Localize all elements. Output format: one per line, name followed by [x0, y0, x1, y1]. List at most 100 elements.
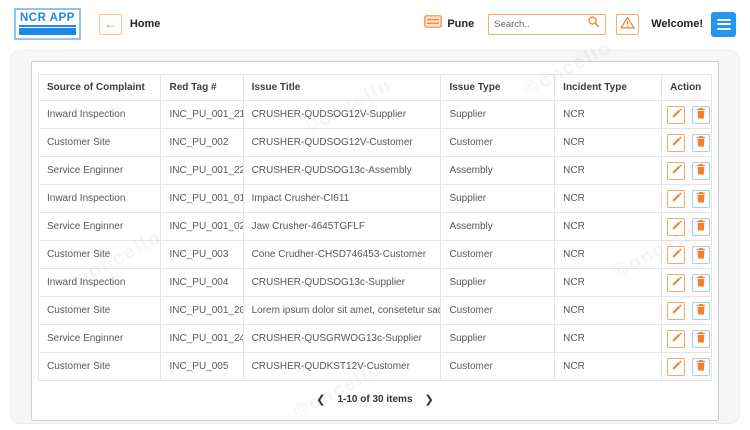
cell-issue-type: Assembly [440, 156, 556, 185]
cell-issue-type: Assembly [440, 212, 556, 241]
trash-icon [696, 191, 706, 206]
cell-issue-type: Customer [440, 128, 556, 157]
cell-red-tag: INC_PU_004 [160, 268, 244, 297]
cell-incident-type: NCR [554, 324, 663, 353]
edit-button[interactable] [667, 105, 686, 124]
table-row: Customer Site INC_PU_005 CRUSHER-QUDKST1… [37, 352, 712, 381]
cell-issue-type: Customer [440, 240, 556, 269]
edit-button[interactable] [667, 329, 686, 348]
search-icon[interactable] [587, 15, 600, 33]
cell-source: Service Enginner [37, 324, 162, 353]
warning-triangle-icon [620, 16, 635, 32]
table-row: Customer Site INC_PU_002 CRUSHER-QUDSOG1… [37, 128, 712, 157]
table-row: Inward Inspection INC_PU_001_01 Impact C… [37, 184, 712, 213]
cell-issue-title: CRUSHER-QUDSOG13c-Supplier [242, 268, 442, 297]
cell-action [661, 184, 712, 213]
delete-button[interactable] [691, 105, 710, 124]
cell-action [661, 296, 712, 325]
cell-source: Inward Inspection [37, 268, 162, 297]
delete-button[interactable] [691, 301, 710, 320]
cell-source: Customer Site [37, 352, 162, 381]
cell-issue-type: Supplier [440, 100, 556, 129]
trash-icon [696, 303, 706, 318]
alerts-button[interactable] [616, 13, 640, 35]
trash-icon [696, 275, 706, 290]
delete-button[interactable] [691, 273, 710, 292]
cell-issue-title: Impact Crusher-CI611 [242, 184, 442, 213]
cell-issue-title: CRUSHER-QUDSOG12V-Customer [242, 128, 442, 157]
delete-button[interactable] [691, 133, 710, 152]
cell-incident-type: NCR [554, 128, 663, 157]
delete-button[interactable] [691, 245, 710, 264]
delete-button[interactable] [691, 329, 710, 348]
edit-button[interactable] [667, 357, 686, 376]
cell-red-tag: INC_PU_001_24 [160, 324, 244, 353]
welcome-label: Welcome! [651, 18, 703, 30]
cell-issue-title: Lorem ipsum dolor sit amet, consetetur s… [242, 296, 442, 325]
plant-selector[interactable]: Pune [424, 15, 474, 33]
breadcrumb-home[interactable]: Home [129, 18, 161, 30]
delete-button[interactable] [691, 189, 710, 208]
cell-incident-type: NCR [554, 100, 663, 129]
delete-button[interactable] [691, 161, 710, 180]
table-row: Customer Site INC_PU_001_20 Lorem ipsum … [37, 296, 712, 325]
cell-incident-type: NCR [554, 156, 663, 185]
cell-red-tag: INC_PU_001_21 [160, 100, 244, 129]
cell-incident-type: NCR [554, 240, 663, 269]
pencil-icon [671, 163, 682, 178]
delete-button[interactable] [691, 217, 710, 236]
cell-source: Customer Site [37, 128, 162, 157]
trash-icon [696, 247, 706, 262]
content-panel: Source of Complaint Red Tag # Issue Titl… [10, 50, 740, 424]
pagination: ❮ 1-10 of 30 items ❯ [38, 381, 712, 420]
cell-incident-type: NCR [554, 212, 663, 241]
cell-issue-type: Supplier [440, 268, 556, 297]
edit-button[interactable] [667, 161, 686, 180]
cell-red-tag: INC_PU_005 [160, 352, 244, 381]
pagination-next-button[interactable]: ❯ [424, 394, 434, 406]
cell-incident-type: NCR [554, 296, 663, 325]
cell-red-tag: INC_PU_001_02 [160, 212, 244, 241]
edit-button[interactable] [667, 133, 686, 152]
cell-action [661, 212, 712, 241]
pagination-prev-button[interactable]: ❮ [316, 394, 326, 406]
cell-issue-type: Customer [440, 352, 556, 381]
cell-issue-title: CRUSHER-QUDSOG13c-Assembly [242, 156, 442, 185]
trash-icon [696, 359, 706, 374]
edit-button[interactable] [667, 273, 686, 292]
trash-icon [696, 331, 706, 346]
back-button[interactable]: ← [98, 13, 122, 35]
cell-source: Inward Inspection [37, 184, 162, 213]
edit-button[interactable] [667, 189, 686, 208]
cell-incident-type: NCR [554, 184, 663, 213]
cell-action [661, 240, 712, 269]
search-input[interactable] [494, 18, 588, 30]
delete-button[interactable] [691, 357, 710, 376]
cell-red-tag: INC_PU_001_01 [160, 184, 244, 213]
table-row: Inward Inspection INC_PU_001_21 CRUSHER-… [37, 100, 712, 129]
edit-button[interactable] [667, 217, 686, 236]
col-incident-type: Incident Type [554, 74, 663, 101]
cell-action [661, 268, 712, 297]
app-logo[interactable]: NCR APP [14, 8, 81, 40]
pencil-icon [671, 247, 682, 262]
edit-button[interactable] [667, 301, 686, 320]
app-logo-text: NCR APP [19, 12, 76, 27]
trash-icon [696, 163, 706, 178]
pagination-label: 1-10 of 30 items [337, 394, 413, 405]
cell-issue-title: CRUSHER-QUDKST12V-Customer [242, 352, 442, 381]
plant-card-icon [424, 15, 443, 33]
cell-action [661, 100, 712, 129]
trash-icon [696, 107, 706, 122]
edit-button[interactable] [667, 245, 686, 264]
complaints-table: Source of Complaint Red Tag # Issue Titl… [37, 74, 712, 381]
pencil-icon [671, 107, 682, 122]
hamburger-menu-button[interactable] [711, 11, 736, 37]
table-header: Source of Complaint Red Tag # Issue Titl… [37, 74, 712, 101]
pencil-icon [671, 191, 682, 206]
cell-source: Customer Site [37, 240, 162, 269]
cell-red-tag: INC_PU_003 [160, 240, 244, 269]
complaints-card: Source of Complaint Red Tag # Issue Titl… [31, 61, 719, 421]
back-arrow-icon: ← [104, 17, 117, 31]
pencil-icon [671, 331, 682, 346]
